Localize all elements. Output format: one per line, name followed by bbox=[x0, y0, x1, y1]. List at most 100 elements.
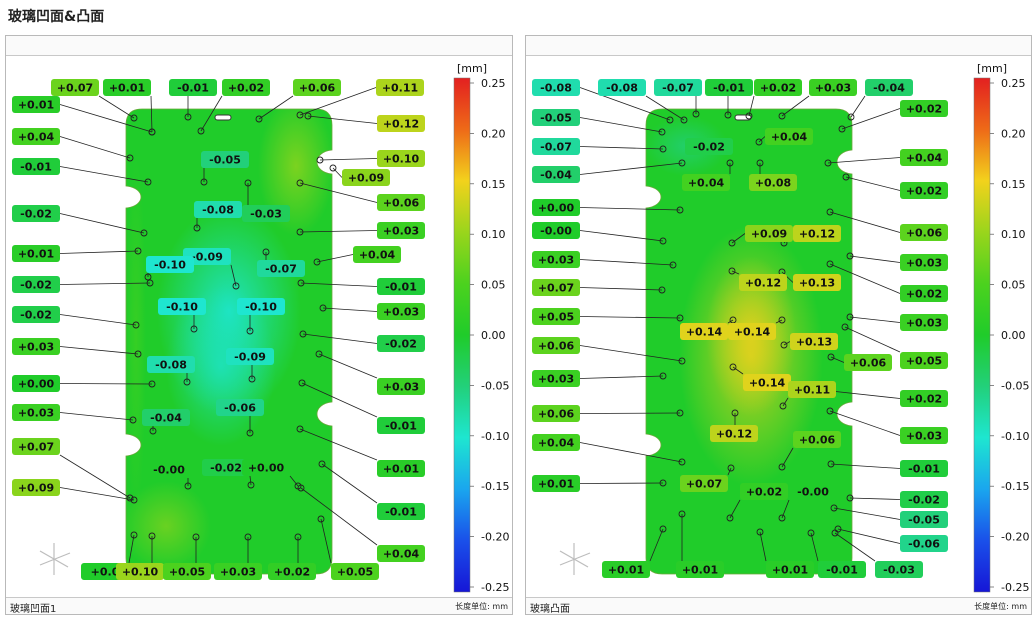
measure-point bbox=[846, 313, 854, 321]
label-box bbox=[680, 475, 728, 492]
label-value: +0.14 bbox=[749, 377, 786, 390]
callout-line bbox=[230, 264, 237, 287]
deviation-label: +0.04 bbox=[532, 434, 580, 451]
scale-tick-label: -0.10 bbox=[481, 430, 509, 443]
deviation-label: +0.08 bbox=[749, 174, 797, 191]
measure-point bbox=[294, 533, 302, 541]
deviation-label: -0.01 bbox=[705, 79, 753, 96]
callout-line bbox=[827, 157, 901, 164]
label-box bbox=[532, 166, 580, 183]
callout-line bbox=[307, 115, 378, 124]
deviation-label: -0.10 bbox=[237, 298, 285, 315]
label-box bbox=[654, 79, 702, 96]
deviation-label: +0.01 bbox=[532, 475, 580, 492]
deviation-label: +0.13 bbox=[793, 274, 841, 291]
label-value: +0.08 bbox=[755, 177, 791, 190]
convex-panel: -0.08 -0.08 -0.07 -0.01 +0.02 +0.03 -0.04 -0.05… bbox=[525, 35, 1032, 615]
measure-point bbox=[779, 402, 787, 410]
label-value: -0.08 bbox=[540, 82, 572, 95]
label-value: +0.02 bbox=[906, 288, 942, 301]
deviation-label: -0.01 bbox=[900, 460, 948, 477]
callout-line bbox=[579, 87, 671, 121]
label-value: +0.07 bbox=[538, 282, 574, 295]
measure-point bbox=[780, 341, 788, 349]
label-box bbox=[51, 79, 99, 96]
deviation-label: -0.04 bbox=[142, 409, 190, 426]
label-box bbox=[12, 96, 60, 113]
label-value: -0.01 bbox=[20, 161, 52, 174]
label-box bbox=[900, 285, 948, 302]
measure-point bbox=[726, 514, 734, 522]
label-value: -0.02 bbox=[385, 338, 417, 351]
measure-point bbox=[729, 363, 737, 371]
callout-line bbox=[645, 95, 685, 121]
label-box bbox=[532, 251, 580, 268]
scale-tick-label: 0.05 bbox=[1001, 279, 1026, 292]
measure-point bbox=[838, 125, 846, 133]
label-box bbox=[740, 483, 788, 500]
panel-header bbox=[526, 36, 1031, 56]
measure-point bbox=[830, 504, 838, 512]
deviation-label: +0.03 bbox=[900, 427, 948, 444]
label-box bbox=[793, 431, 841, 448]
callout-line bbox=[579, 207, 681, 211]
deviation-label: +0.09 bbox=[12, 479, 60, 496]
scale-tick-label: 0.00 bbox=[1001, 329, 1026, 342]
concave-deviation-map: +0.07 +0.01 -0.01 +0.02 +0.06 +0.11+0.01+0.12… bbox=[12, 62, 509, 594]
deviation-label: +0.06 bbox=[900, 224, 948, 241]
label-box bbox=[710, 425, 758, 442]
deviation-label: -0.06 bbox=[900, 535, 948, 552]
label-box bbox=[342, 169, 390, 186]
label-value: -0.01 bbox=[826, 564, 858, 577]
label-value: +0.09 bbox=[751, 228, 787, 241]
label-value: -0.00 bbox=[797, 486, 829, 499]
callout-line bbox=[579, 482, 664, 484]
label-value: -0.07 bbox=[662, 82, 694, 95]
deviation-label: -0.08 bbox=[147, 356, 195, 373]
label-box bbox=[12, 128, 60, 145]
label-value: +0.12 bbox=[383, 118, 419, 131]
label-value: +0.06 bbox=[906, 227, 943, 240]
deviation-label: +0.00 bbox=[12, 375, 60, 392]
label-value: -0.02 bbox=[210, 462, 242, 475]
label-value: -0.05 bbox=[209, 154, 241, 167]
label-box bbox=[602, 561, 650, 578]
measure-point bbox=[678, 159, 686, 167]
label-value: -0.02 bbox=[908, 494, 940, 507]
label-value: +0.14 bbox=[686, 326, 723, 339]
label-value: +0.02 bbox=[906, 185, 942, 198]
callout-line bbox=[845, 176, 901, 191]
label-value: +0.01 bbox=[383, 463, 419, 476]
callout-line bbox=[759, 531, 767, 562]
label-value: +0.03 bbox=[18, 341, 54, 354]
deviation-label: -0.00 bbox=[145, 461, 193, 478]
deviation-label: -0.10 bbox=[158, 298, 206, 315]
measure-point bbox=[192, 533, 200, 541]
label-value: -0.02 bbox=[693, 141, 725, 154]
label-value: -0.02 bbox=[20, 309, 52, 322]
measure-point bbox=[193, 224, 201, 232]
callout-line bbox=[301, 382, 378, 418]
deviation-label: -0.02 bbox=[685, 138, 733, 155]
label-value: +0.07 bbox=[18, 441, 54, 454]
deviation-region bbox=[258, 109, 332, 236]
deviation-label: +0.02 bbox=[900, 390, 948, 407]
label-value: +0.03 bbox=[538, 373, 574, 386]
measure-point bbox=[807, 529, 815, 537]
deviation-label: +0.06 bbox=[532, 405, 580, 422]
measure-point bbox=[247, 481, 255, 489]
label-box bbox=[532, 279, 580, 296]
callout-line bbox=[579, 287, 663, 291]
axis-line bbox=[559, 550, 589, 568]
label-box bbox=[809, 79, 857, 96]
measure-point bbox=[144, 273, 152, 281]
label-value: -0.00 bbox=[540, 225, 572, 238]
callout-line bbox=[579, 375, 664, 379]
callout-line bbox=[59, 166, 149, 183]
deviation-label: +0.06 bbox=[844, 354, 892, 371]
label-value: +0.10 bbox=[383, 153, 420, 166]
label-value: -0.01 bbox=[908, 463, 940, 476]
deviation-label: +0.12 bbox=[377, 115, 425, 132]
scale-tick-label: -0.25 bbox=[481, 581, 509, 594]
measure-point bbox=[126, 494, 134, 502]
